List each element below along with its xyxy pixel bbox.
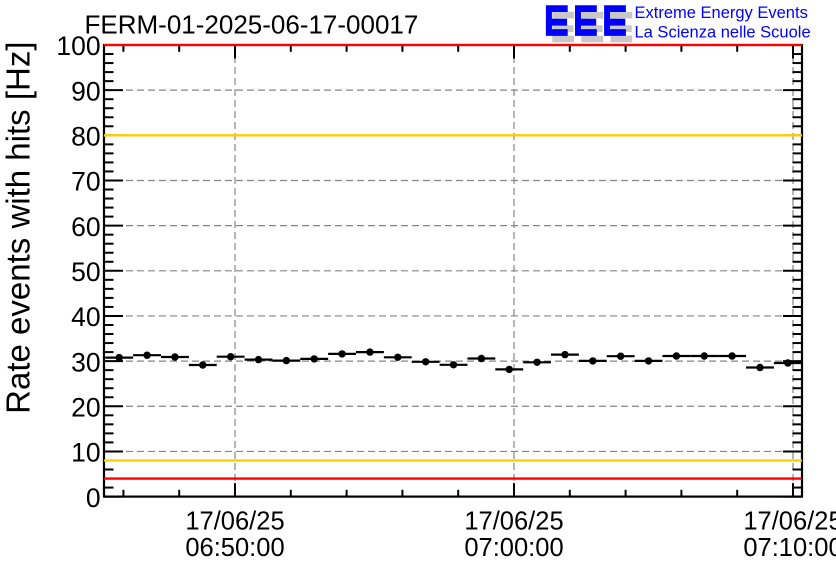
svg-text:17/06/25: 17/06/25 <box>464 507 563 535</box>
svg-text:100: 100 <box>56 31 100 61</box>
svg-text:10: 10 <box>71 438 100 468</box>
svg-text:30: 30 <box>71 347 100 377</box>
svg-text:FERM-01-2025-06-17-00017: FERM-01-2025-06-17-00017 <box>85 10 419 40</box>
svg-text:07:10:00: 07:10:00 <box>743 534 836 562</box>
svg-text:40: 40 <box>71 302 100 332</box>
svg-text:20: 20 <box>71 392 100 422</box>
svg-text:50: 50 <box>71 257 100 287</box>
svg-text:90: 90 <box>71 76 100 106</box>
svg-text:La Scienza nelle Scuole: La Scienza nelle Scuole <box>635 24 811 42</box>
svg-text:17/06/25: 17/06/25 <box>185 507 284 535</box>
svg-text:80: 80 <box>71 122 100 152</box>
svg-text:Rate events with hits [Hz]: Rate events with hits [Hz] <box>0 42 37 414</box>
svg-text:60: 60 <box>71 212 100 242</box>
svg-text:70: 70 <box>71 167 100 197</box>
svg-text:07:00:00: 07:00:00 <box>464 534 563 562</box>
svg-text:06:50:00: 06:50:00 <box>185 534 284 562</box>
svg-text:17/06/25: 17/06/25 <box>743 507 836 535</box>
svg-text:0: 0 <box>86 483 101 513</box>
svg-text:Extreme Energy Events: Extreme Energy Events <box>635 4 808 22</box>
